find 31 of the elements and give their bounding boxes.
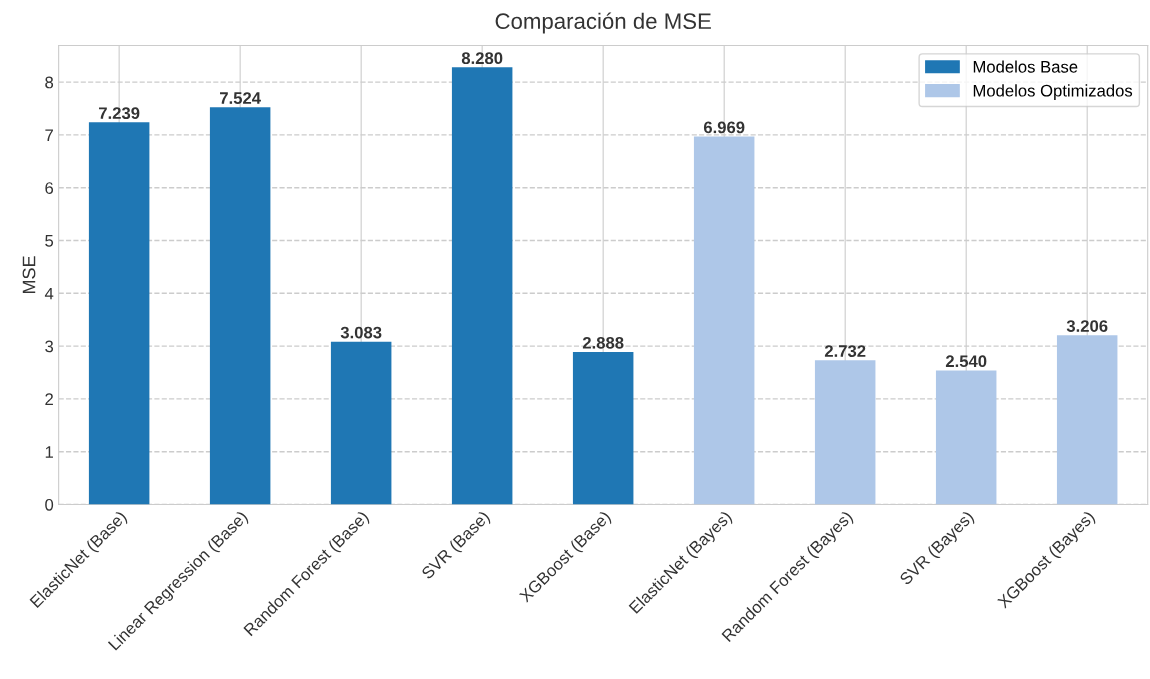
data-label: 3.206: [1066, 320, 1108, 332]
legend-label: Modelos Base: [973, 60, 1078, 73]
data-label: 6.969: [703, 121, 745, 134]
chart-title: Comparación de MSE: [495, 12, 711, 34]
data-label: 2.540: [945, 355, 987, 368]
y-tick-label: 5: [45, 235, 54, 247]
y-tick-label: 8: [45, 76, 54, 89]
bar: [1056, 335, 1118, 505]
data-label: 2.732: [824, 345, 866, 357]
bar: [572, 352, 634, 505]
data-label: 3.083: [340, 326, 382, 339]
bar: [88, 122, 150, 505]
y-tick-label: 2: [45, 393, 53, 405]
bar: [209, 107, 271, 505]
bar: [330, 341, 392, 505]
bar: [814, 360, 876, 505]
bar: [451, 67, 513, 505]
y-tick-label: 1: [45, 446, 53, 458]
y-tick-label: 6: [45, 182, 54, 194]
y-tick-label: 4: [44, 287, 54, 300]
data-label: 7.524: [220, 92, 261, 104]
y-tick-label: 0: [45, 498, 54, 511]
y-tick-label: 7: [45, 129, 53, 141]
y-tick-label: 3: [45, 340, 54, 353]
bar: [935, 370, 997, 505]
y-axis-title: MSE: [22, 256, 36, 294]
data-label: 8.280: [461, 52, 503, 65]
data-label: 2.888: [582, 336, 624, 349]
bar: [693, 136, 755, 505]
data-label: 7.239: [99, 107, 140, 120]
legend-label: Modelos Optimizados: [973, 84, 1133, 100]
